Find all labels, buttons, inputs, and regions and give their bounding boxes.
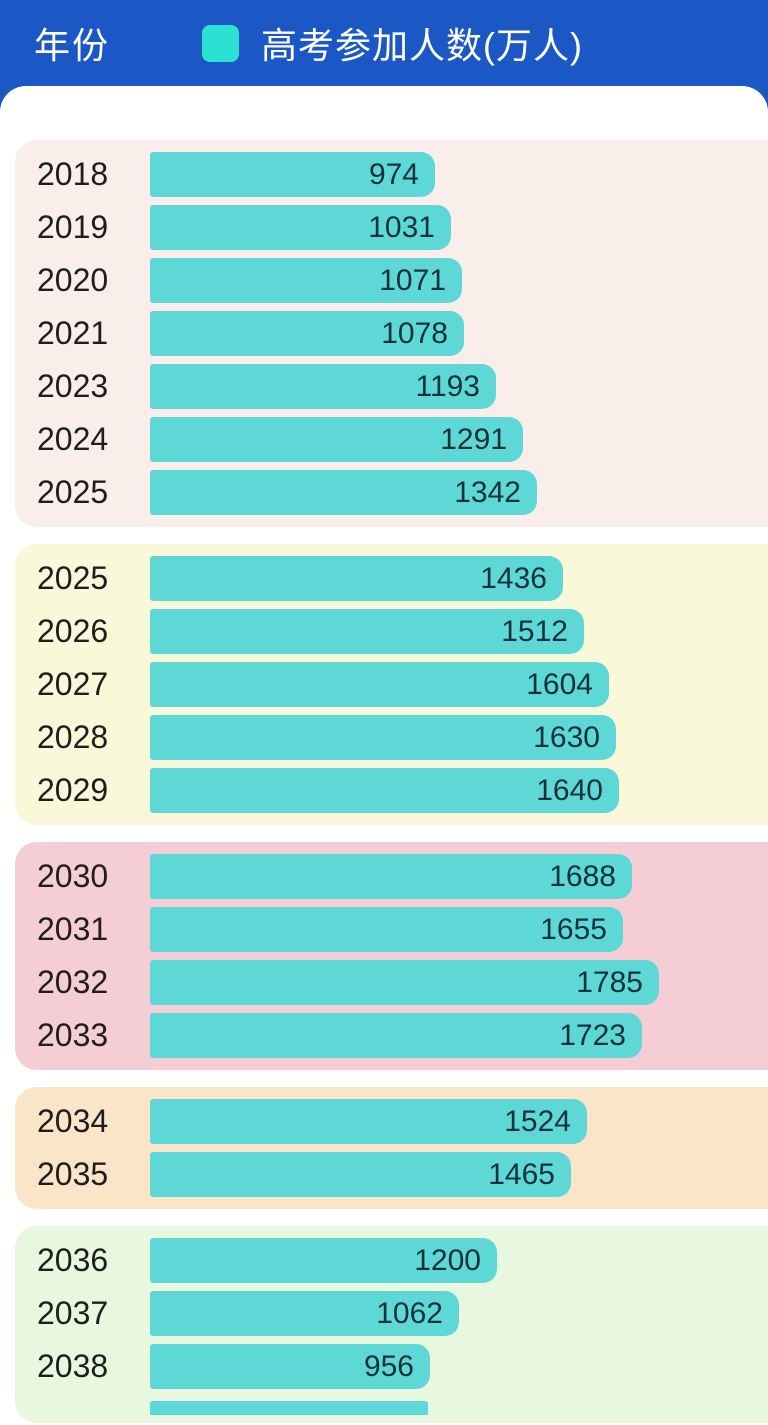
value-bar: 974 [150,152,435,197]
bar-value-label: 1193 [415,369,480,403]
year-label: 2025 [37,560,109,596]
legend-series-label: 高考参加人数(万人) [261,25,583,66]
value-bar: 1785 [150,960,659,1005]
chart-row: 2031 1655 [15,903,768,956]
value-bar: 1640 [150,768,619,813]
chart-row: 2034 1524 [15,1095,768,1148]
year-label: 2031 [37,911,109,947]
chart-row: 2037 1062 [15,1287,768,1340]
year-label: 2021 [37,315,109,351]
bar-value-label: 1512 [501,614,568,648]
legend-swatch-icon [202,24,240,62]
bar-value-label: 1655 [540,912,607,946]
value-bar: 1193 [150,364,496,409]
value-bar: 1688 [150,854,632,899]
bar-value-label: 1078 [381,316,448,350]
chart-row: 2025 1436 [15,552,768,605]
year-label: 2034 [37,1103,109,1139]
value-bar: 1723 [150,1013,642,1058]
value-bar: 1604 [150,662,609,707]
group-panel-2: 2025 1436 2026 1512 2027 1604 2028 1630 2029 1640 [15,544,768,825]
chart-row: 2019 1031 [15,201,768,254]
bar-value-label: 1436 [480,561,547,595]
year-label: 2019 [37,209,109,245]
chart-row: 2035 1465 [15,1148,768,1201]
value-bar: 1291 [150,417,523,462]
value-bar: 1436 [150,556,563,601]
chart-row: 2023 1193 [15,360,768,413]
year-label: 2033 [37,1017,109,1053]
value-bar: 1630 [150,715,616,760]
chart-row: 2018 974 [15,148,768,201]
year-label: 2018 [37,156,109,192]
bar-value-label: 1031 [368,210,435,244]
year-label: 2037 [37,1295,109,1331]
chart-row: 2038 956 [15,1340,768,1393]
value-bar: 1342 [150,470,537,515]
year-label: 2028 [37,719,109,755]
chart-body: 2018 974 2019 1031 2020 1071 2021 1078 2023 1193 2… [0,86,768,1425]
chart-row: 2030 1688 [15,850,768,903]
year-label: 2029 [37,772,109,808]
year-label: 2025 [37,474,109,510]
group-panel-4: 2034 1524 2035 1465 [15,1087,768,1209]
group-panel-5: 2036 1200 2037 1062 2038 956 [15,1226,768,1423]
bar-value-label: 1604 [526,667,593,701]
year-label: 2020 [37,262,109,298]
value-bar: 1071 [150,258,462,303]
group-panel-1: 2018 974 2019 1031 2020 1071 2021 1078 2023 1193 2… [15,140,768,527]
value-bar: 1200 [150,1238,497,1283]
year-label: 2036 [37,1242,109,1278]
group-panel-3: 2030 1688 2031 1655 2032 1785 2033 1723 [15,842,768,1070]
chart-header: 年份 高考参加人数(万人) [0,0,768,86]
chart-row: 2027 1604 [15,658,768,711]
value-bar: 1031 [150,205,451,250]
bar-value-label: 1062 [376,1296,443,1330]
value-bar: 1655 [150,907,623,952]
bar-value-label: 1524 [504,1104,571,1138]
year-label: 2024 [37,421,109,457]
bar-value-label: 956 [363,1349,414,1383]
bar-value-label: 1640 [536,773,603,807]
bar-value-label: 1723 [559,1018,626,1052]
chart-row: 2020 1071 [15,254,768,307]
bar-value-label: 974 [368,157,419,191]
year-label: 2023 [37,368,109,404]
year-axis-label: 年份 [34,25,111,66]
bar-value-label: 1630 [533,720,600,754]
chart-row: 2029 1640 [15,764,768,817]
year-label: 2030 [37,858,109,894]
chart-row: 2026 1512 [15,605,768,658]
bar-value-label: 1465 [488,1157,555,1191]
bar-value-label: 1688 [549,859,616,893]
bar-value-label: 1071 [379,263,446,297]
value-bar: 956 [150,1344,430,1389]
bar-value-label: 1785 [576,965,643,999]
year-label: 2035 [37,1156,109,1192]
chart-row: 2024 1291 [15,413,768,466]
chart-row: 2028 1630 [15,711,768,764]
bar-value-label: 1342 [454,475,521,509]
chart-row: 2021 1078 [15,307,768,360]
year-label: 2026 [37,613,109,649]
value-bar: 1465 [150,1152,571,1197]
year-label: 2038 [37,1348,109,1384]
cutoff-value-bar [150,1401,428,1415]
chart-row: 2036 1200 [15,1234,768,1287]
chart-row: 2032 1785 [15,956,768,1009]
value-bar: 1078 [150,311,464,356]
value-bar: 1512 [150,609,584,654]
chart-row: 2033 1723 [15,1009,768,1062]
chart-row: 2025 1342 [15,466,768,519]
value-bar: 1062 [150,1291,459,1336]
value-bar: 1524 [150,1099,587,1144]
year-label: 2027 [37,666,109,702]
year-label: 2032 [37,964,109,1000]
bar-value-label: 1200 [414,1243,481,1277]
bar-value-label: 1291 [440,422,507,456]
